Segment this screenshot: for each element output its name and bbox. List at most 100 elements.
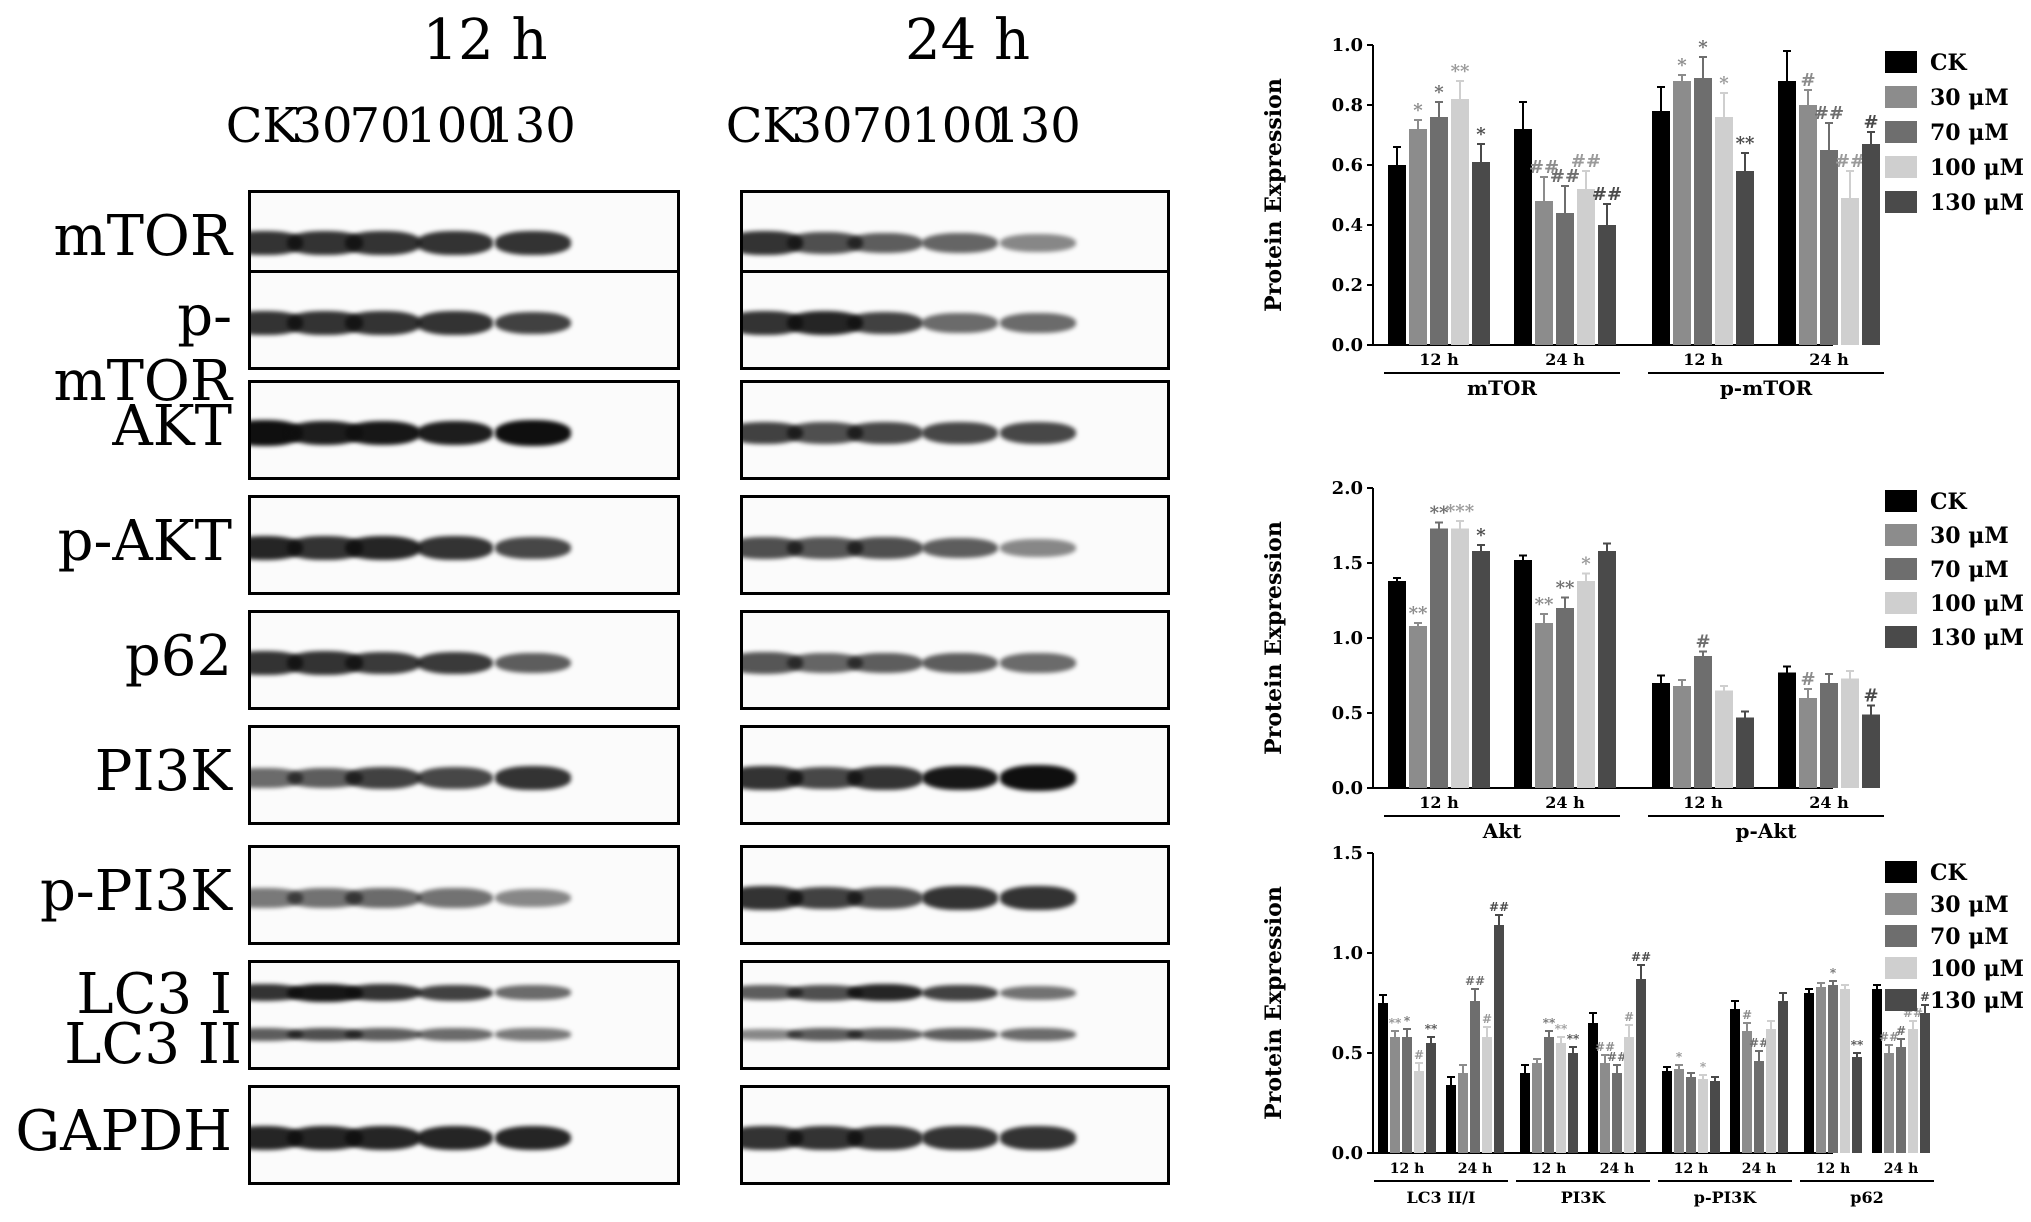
legend-swatch: [1885, 524, 1917, 546]
bar: [1694, 656, 1712, 788]
bar: [1624, 1037, 1634, 1153]
bar: [1556, 213, 1574, 345]
bar: [1520, 1073, 1530, 1153]
y-axis-label: Protein Expression: [1261, 886, 1287, 1120]
bar: [1482, 1037, 1492, 1153]
legend-label: CK: [1930, 489, 1968, 515]
significance-mark: *: [1700, 1060, 1707, 1074]
bar: [1662, 1071, 1672, 1153]
bar: [1754, 1061, 1764, 1153]
blot-band: [922, 765, 998, 791]
bar: [1535, 201, 1553, 345]
group-label: p62: [1850, 1188, 1883, 1207]
significance-mark: *: [1581, 554, 1591, 575]
significance-mark: ##: [1814, 103, 1844, 124]
bar: [1736, 171, 1754, 345]
bar: [1862, 144, 1880, 345]
blot-band: [847, 652, 923, 674]
blot-band: [417, 651, 493, 675]
blot-band: [345, 766, 421, 790]
significance-mark: #: [1624, 1010, 1634, 1024]
legend-label: 70 μM: [1930, 557, 2009, 583]
significance-mark: *: [1434, 82, 1444, 103]
significance-mark: **: [1535, 594, 1554, 615]
blot-band: [345, 1027, 421, 1042]
significance-mark: **: [1409, 603, 1428, 624]
legend-label: 70 μM: [1930, 120, 2009, 146]
blot-band: [787, 422, 863, 444]
bar: [1896, 1047, 1906, 1153]
blot-band: [787, 1027, 863, 1042]
significance-mark: ##: [1631, 950, 1651, 964]
legend-swatch: [1885, 925, 1917, 947]
y-tick-label: 0.2: [1332, 275, 1363, 296]
blot-band: [787, 886, 863, 910]
y-tick-label: 1.5: [1332, 553, 1363, 574]
blot-band: [787, 767, 863, 789]
significance-mark: ##: [1550, 166, 1580, 187]
group-label: p-Akt: [1736, 819, 1798, 843]
bar: [1766, 1029, 1776, 1153]
bar: [1430, 528, 1448, 788]
significance-mark: ##: [1835, 151, 1865, 172]
blot-row-label: p62: [124, 624, 232, 689]
bar: [1598, 225, 1616, 345]
bar: [1778, 1001, 1788, 1153]
time-title-12h: 12 h: [422, 8, 548, 73]
subgroup-label: 12 h: [1683, 350, 1723, 369]
bar: [1390, 1037, 1400, 1153]
blot-band: [287, 1126, 363, 1150]
bar: [1742, 1031, 1752, 1153]
bar: [1402, 1037, 1412, 1153]
group-label: p-mTOR: [1720, 376, 1813, 400]
bar: [1862, 714, 1880, 788]
blot-band: [345, 1126, 421, 1150]
group-label: mTOR: [1467, 376, 1537, 400]
blot-band: [743, 766, 803, 790]
legend-swatch: [1885, 893, 1917, 915]
bar: [1828, 985, 1838, 1153]
significance-mark: #: [1695, 632, 1710, 653]
bar: [1872, 989, 1882, 1153]
blot-band: [922, 537, 998, 559]
lane-label: 100: [911, 98, 1003, 154]
significance-mark: *: [1476, 124, 1486, 145]
bar: [1409, 129, 1427, 345]
subgroup-label: 12 h: [1390, 1161, 1425, 1177]
subgroup-label: 24 h: [1458, 1161, 1493, 1177]
lane-label: 130: [989, 98, 1081, 154]
blot-band: [1000, 1126, 1076, 1150]
bar: [1652, 111, 1670, 345]
significance-mark: *: [1719, 73, 1729, 94]
group-label: LC3 II/I: [1407, 1188, 1476, 1207]
group-label: PI3K: [1561, 1188, 1607, 1207]
y-tick-label: 0.5: [1332, 703, 1363, 724]
legend-label: 130 μM: [1930, 988, 2024, 1014]
bar: [1778, 672, 1796, 788]
bar: [1884, 1053, 1894, 1153]
bar: [1514, 129, 1532, 345]
blot-band: [787, 537, 863, 559]
blot-band: [417, 984, 493, 1001]
significance-mark: *: [1698, 37, 1708, 58]
blot-band: [1000, 652, 1076, 673]
significance-mark: #: [1863, 686, 1878, 707]
bar: [1841, 198, 1859, 345]
blot-band: [787, 311, 863, 335]
subgroup-label: 24 h: [1809, 793, 1849, 812]
blot-band: [847, 311, 923, 335]
significance-mark: #: [1800, 70, 1815, 91]
bar: [1532, 1063, 1542, 1153]
blot-band: [922, 984, 998, 1001]
significance-mark: *: [1676, 1050, 1683, 1064]
blot-panel: [248, 495, 680, 595]
blot-band: [417, 311, 493, 335]
bar: [1588, 1023, 1598, 1153]
significance-mark: **: [1430, 503, 1449, 524]
legend-swatch: [1885, 86, 1917, 108]
blot-band: [922, 422, 998, 444]
blot-panel: [248, 1085, 680, 1185]
group-label: p-PI3K: [1694, 1188, 1757, 1207]
blot-band: [495, 985, 571, 1000]
